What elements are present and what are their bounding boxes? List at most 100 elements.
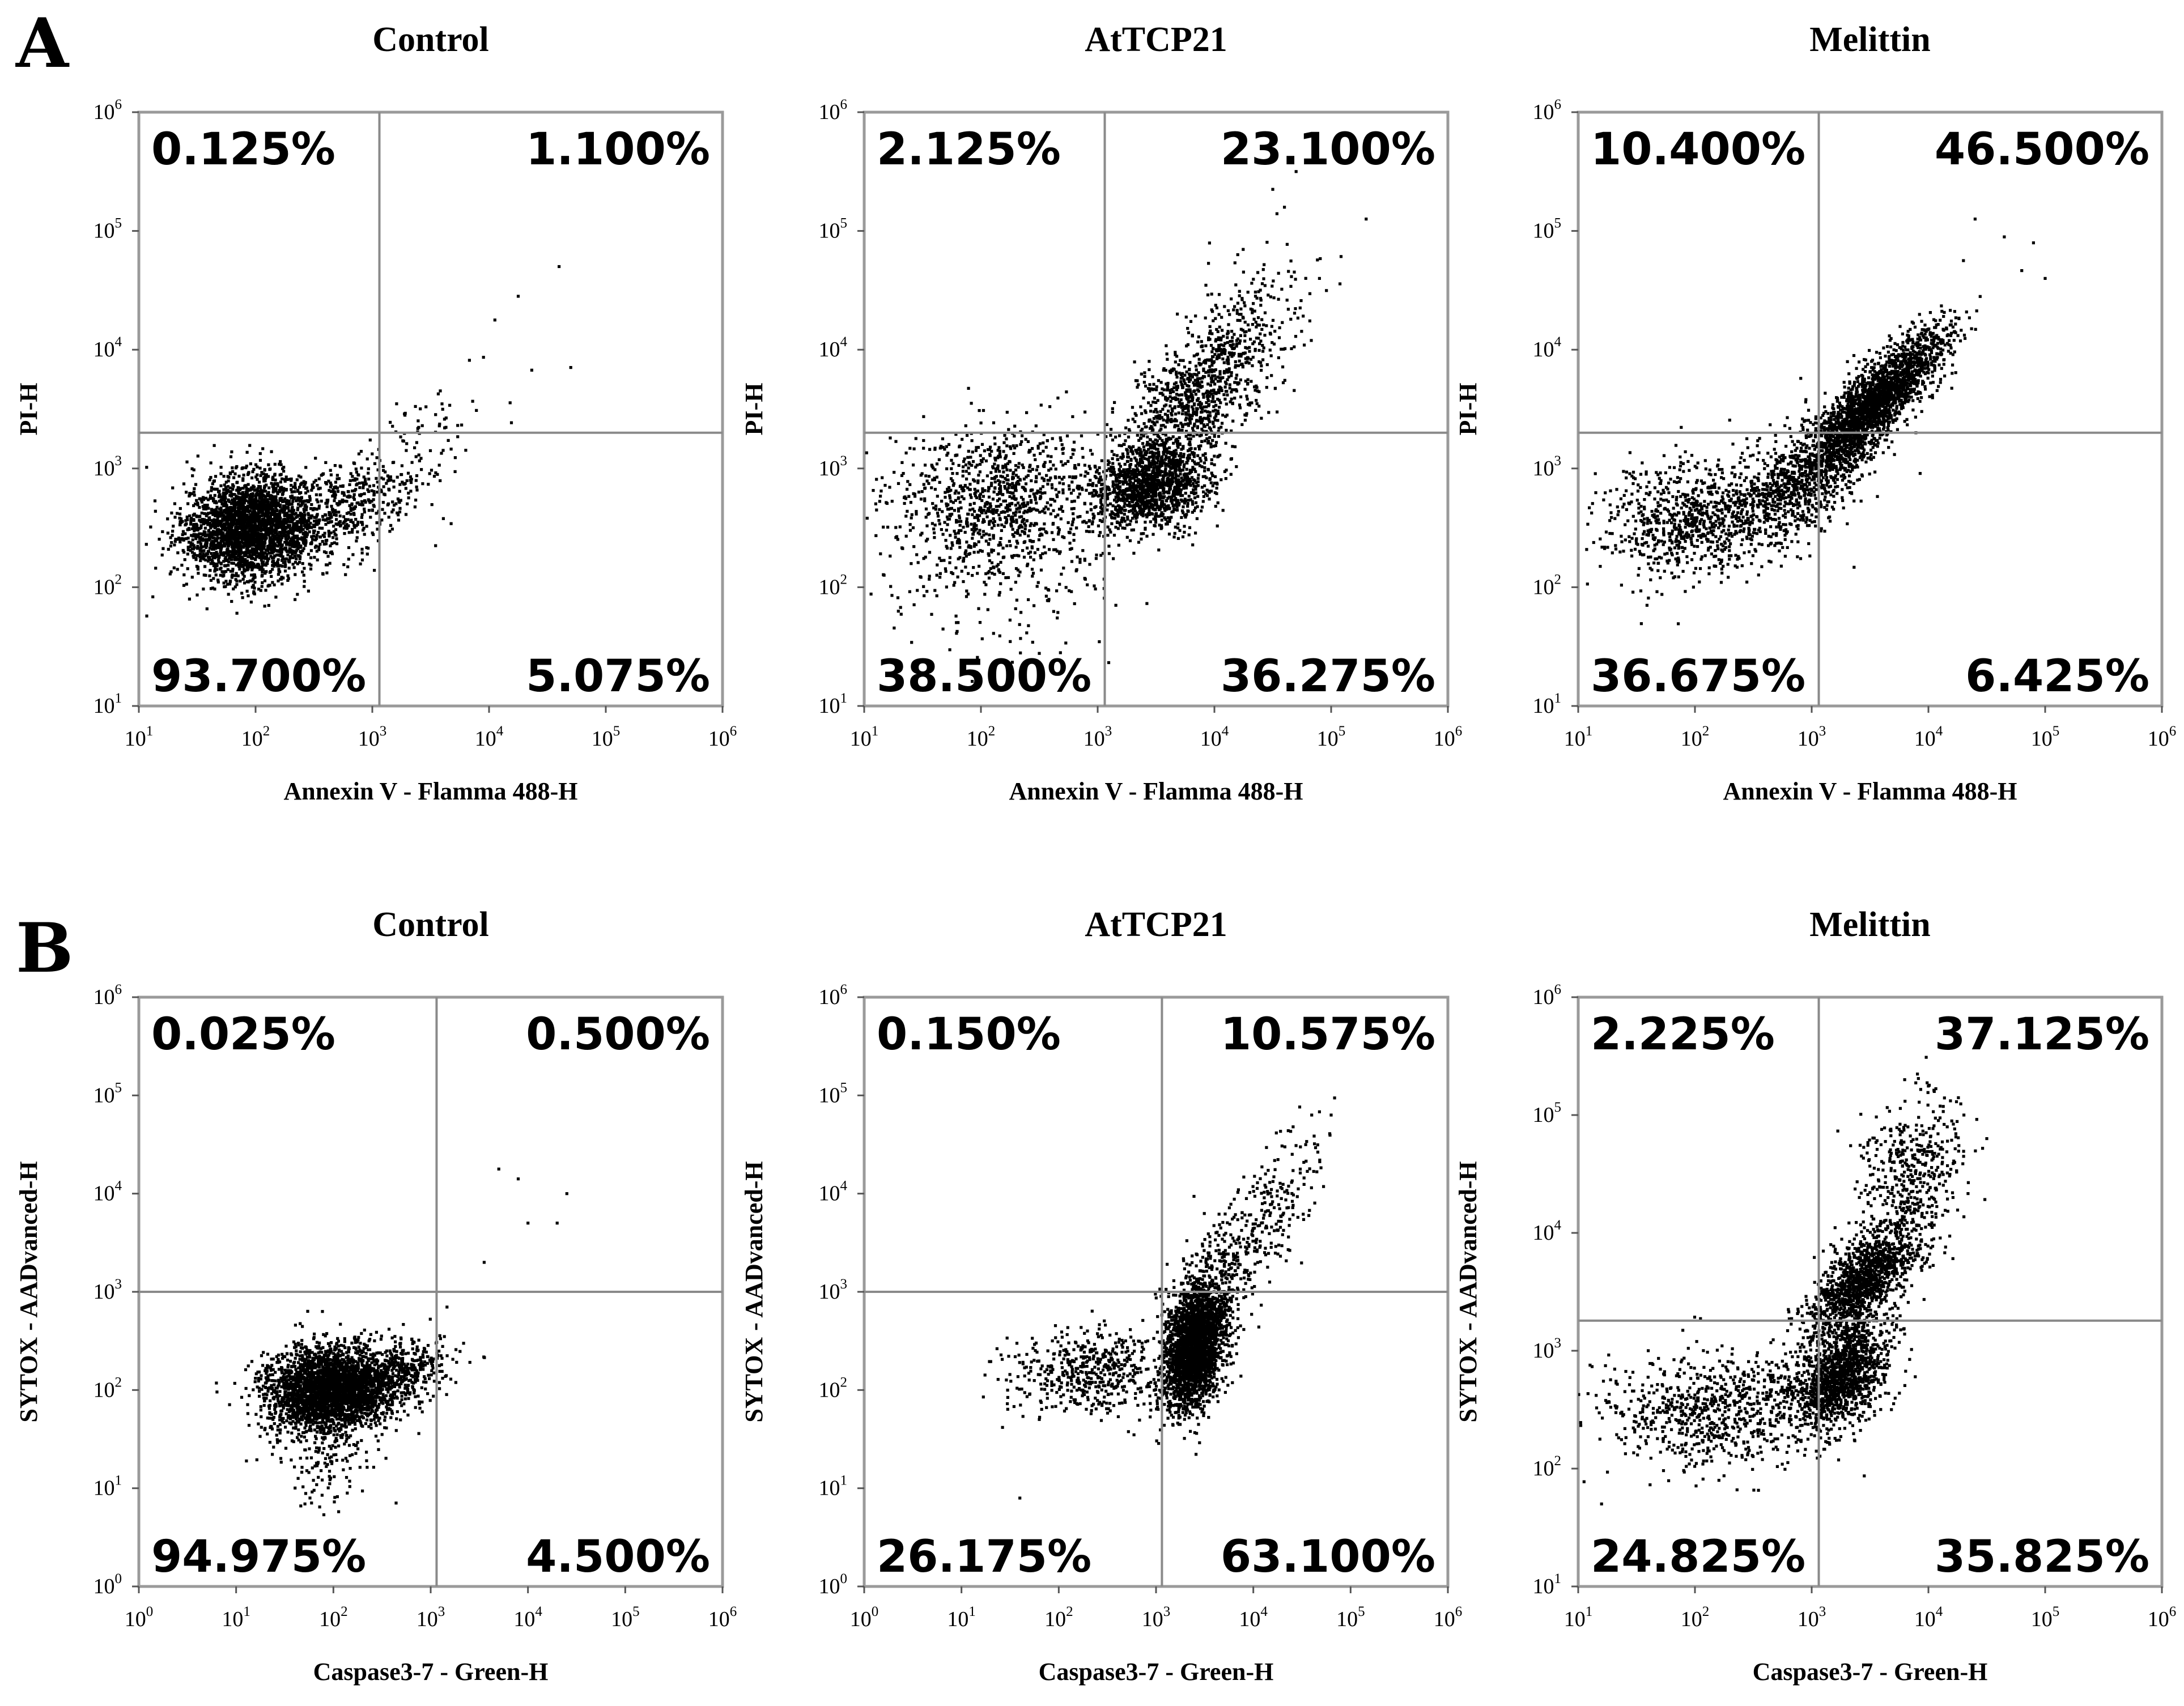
scatter-point — [1012, 535, 1015, 538]
scatter-point — [190, 551, 194, 554]
scatter-point — [1005, 520, 1008, 524]
scatter-point — [218, 493, 222, 496]
x-tick-label: 101 — [125, 724, 154, 751]
scatter-point — [1141, 512, 1145, 515]
scatter-point — [983, 520, 986, 523]
scatter-point — [278, 522, 282, 526]
scatter-point — [1032, 453, 1036, 457]
scatter-point — [1095, 470, 1098, 474]
scatter-point — [273, 534, 277, 538]
scatter-point — [1111, 482, 1115, 486]
scatter-point — [321, 572, 325, 575]
scatter-point — [1172, 504, 1176, 507]
scatter-point — [328, 561, 332, 565]
scatter-point — [221, 517, 224, 521]
scatter-point — [260, 514, 264, 517]
scatter-point — [1121, 495, 1125, 499]
scatter-point — [350, 518, 353, 522]
scatter-point — [302, 480, 305, 483]
scatter-point — [254, 558, 257, 561]
scatter-point — [355, 470, 358, 474]
scatter-point — [266, 494, 270, 497]
scatter-point — [1186, 504, 1189, 508]
scatter-point — [249, 494, 252, 497]
scatter-point — [256, 503, 259, 507]
scatter-point — [188, 514, 192, 518]
scatter-point — [976, 550, 980, 554]
scatter-point — [214, 514, 217, 517]
scatter-point — [265, 500, 269, 503]
scatter-point — [262, 533, 266, 537]
scatter-point — [220, 495, 223, 499]
scatter-point — [247, 507, 250, 510]
scatter-point — [328, 511, 331, 514]
scatter-point — [1186, 457, 1189, 460]
scatter-point — [236, 558, 239, 561]
scatter-point — [1182, 455, 1186, 458]
scatter-point — [279, 480, 282, 484]
scatter-point — [236, 522, 240, 525]
scatter-point — [878, 500, 881, 503]
scatter-point — [360, 516, 363, 519]
scatter-point — [881, 476, 884, 479]
scatter-point — [985, 509, 989, 513]
scatter-point — [913, 495, 917, 498]
scatter-point — [1007, 508, 1010, 512]
scatter-point — [984, 511, 988, 514]
scatter-point — [1186, 502, 1189, 505]
scatter-point — [922, 415, 925, 418]
scatter-point — [1167, 533, 1171, 536]
scatter-point — [240, 571, 244, 575]
scatter-point — [972, 501, 976, 505]
scatter-point — [1030, 522, 1033, 525]
scatter-point — [226, 537, 230, 540]
scatter-point — [1172, 441, 1175, 445]
scatter-point — [206, 555, 210, 559]
scatter-point — [351, 527, 354, 531]
scatter-point — [1123, 477, 1127, 480]
scatter-point — [288, 524, 292, 527]
scatter-point — [272, 504, 275, 508]
scatter-point — [1152, 533, 1155, 536]
scatter-point — [290, 484, 293, 487]
scatter-point — [198, 506, 201, 509]
scatter-point — [1106, 504, 1110, 507]
scatter-point — [304, 524, 307, 527]
scatter-point — [986, 448, 990, 452]
scatter-point — [1001, 493, 1005, 496]
scatter-point — [1142, 532, 1145, 535]
scatter-point — [1095, 469, 1099, 472]
scatter-point — [266, 548, 270, 552]
scatter-point — [1036, 444, 1040, 448]
scatter-point — [221, 519, 224, 522]
scatter-point — [1013, 424, 1017, 428]
scatter-point — [948, 496, 952, 500]
scatter-point — [1206, 423, 1209, 427]
scatter-point — [281, 493, 284, 496]
scatter-point — [449, 522, 453, 525]
scatter-point — [245, 553, 248, 556]
scatter-point — [197, 572, 200, 575]
scatter-point — [291, 525, 295, 529]
scatter-point — [230, 534, 233, 538]
scatter-point — [1133, 479, 1137, 482]
scatter-point — [235, 563, 238, 567]
scatter-point — [1072, 488, 1075, 492]
scatter-point — [332, 530, 336, 533]
scatter-point — [957, 463, 961, 467]
scatter-point — [288, 527, 292, 530]
scatter-point — [471, 399, 474, 403]
scatter-point — [225, 551, 228, 554]
scatter-point — [923, 497, 927, 500]
scatter-point — [233, 539, 237, 542]
scatter-point — [1135, 517, 1138, 520]
scatter-point — [1008, 504, 1012, 508]
scatter-point — [1148, 506, 1151, 509]
scatter-point — [1194, 491, 1197, 495]
scatter-point — [253, 576, 257, 579]
scatter-point — [236, 574, 240, 577]
scatter-point — [235, 494, 238, 497]
scatter-point — [179, 540, 182, 544]
scatter-point — [932, 527, 936, 531]
scatter-point — [992, 509, 995, 513]
